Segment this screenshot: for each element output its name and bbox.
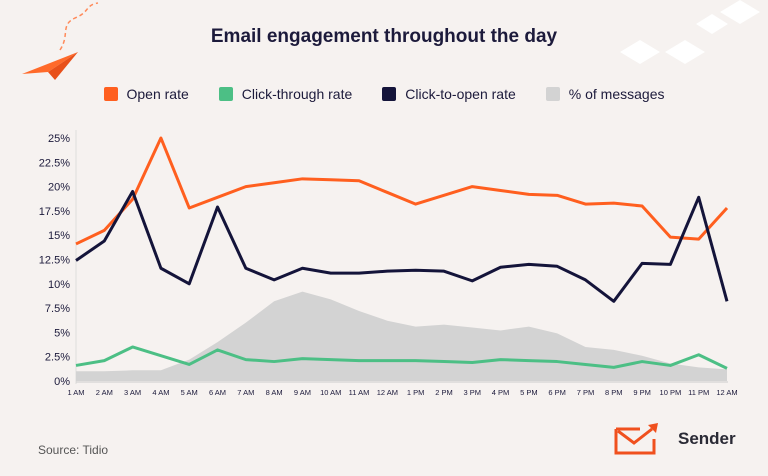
y-tick-label: 10% (48, 279, 70, 291)
y-tick-label: 25% (48, 133, 70, 145)
area-of-messages (76, 291, 727, 381)
line-click-to-open-rate (75, 189, 729, 303)
x-tick-label: 10 PM (660, 388, 682, 397)
x-tick-label: 11 AM (349, 388, 370, 397)
y-tick-label: 15% (48, 230, 70, 242)
legend-label: % of messages (568, 86, 665, 102)
y-tick-label: 5% (54, 327, 70, 339)
y-tick-label: 17.5% (39, 206, 70, 218)
x-tick-label: 1 PM (407, 388, 425, 397)
x-tick-label: 1 AM (67, 388, 84, 397)
x-tick-label: 6 PM (548, 388, 566, 397)
x-tick-label: 3 AM (124, 388, 141, 397)
x-tick-label: 5 AM (181, 388, 198, 397)
legend-item-ctor: Click-to-open rate (382, 86, 516, 102)
x-tick-label: 4 AM (152, 388, 169, 397)
x-tick-label: 8 AM (266, 388, 283, 397)
x-tick-label: 11 PM (688, 388, 709, 397)
legend-swatch (218, 87, 233, 101)
legend-swatch (545, 87, 560, 101)
line-click-through-rate (75, 345, 728, 370)
series-click-through-rate (75, 345, 728, 370)
x-tick-label: 3 PM (464, 388, 482, 397)
legend-item-open-rate: Open rate (103, 86, 189, 102)
legend-item-ctr: Click-through rate (218, 86, 353, 102)
x-tick-label: 4 PM (492, 388, 510, 397)
y-tick-label: 12.5% (39, 255, 70, 267)
x-tick-label: 12 AM (377, 388, 398, 397)
x-tick-label: 7 AM (237, 388, 254, 397)
x-tick-label: 6 AM (209, 388, 226, 397)
y-tick-label: 0% (54, 376, 70, 388)
y-tick-label: 22.5% (39, 157, 70, 169)
x-tick-label: 2 AM (96, 388, 113, 397)
legend-swatch (103, 87, 118, 101)
x-tick-label: 5 PM (520, 388, 538, 397)
chart-title: Email engagement throughout the day (210, 26, 558, 47)
paper-plane-decoration (22, 2, 99, 80)
x-tick-label: 8 PM (605, 388, 623, 397)
x-tick-label: 9 PM (633, 388, 651, 397)
legend-swatch (382, 87, 397, 101)
legend-label: Click-to-open rate (405, 86, 516, 102)
x-tick-label: 12 AM (716, 388, 737, 397)
legend-item-messages: % of messages (545, 86, 665, 102)
series-click-to-open-rate (75, 189, 729, 303)
x-tick-label: 9 AM (294, 388, 311, 397)
legend-label: Click-through rate (241, 86, 353, 102)
y-tick-label: 2.5% (45, 352, 70, 364)
x-tick-label: 2 PM (435, 388, 453, 397)
x-tick-label: 10 AM (320, 388, 341, 397)
line-open-rate (75, 136, 729, 246)
diamond-decoration (620, 0, 760, 64)
x-tick-label: 7 PM (577, 388, 595, 397)
brand-name: Sender (678, 429, 736, 448)
legend: Open rate Click-through rate Click-to-op… (0, 86, 768, 102)
legend-label: Open rate (126, 86, 189, 102)
envelope-arrow-icon (614, 423, 658, 455)
source-note: Source: Tidio (38, 443, 109, 457)
y-tick-label: 20% (48, 182, 70, 194)
series-open-rate (75, 136, 729, 246)
sender-logo: Sender (614, 423, 736, 455)
y-tick-label: 7.5% (45, 303, 70, 315)
